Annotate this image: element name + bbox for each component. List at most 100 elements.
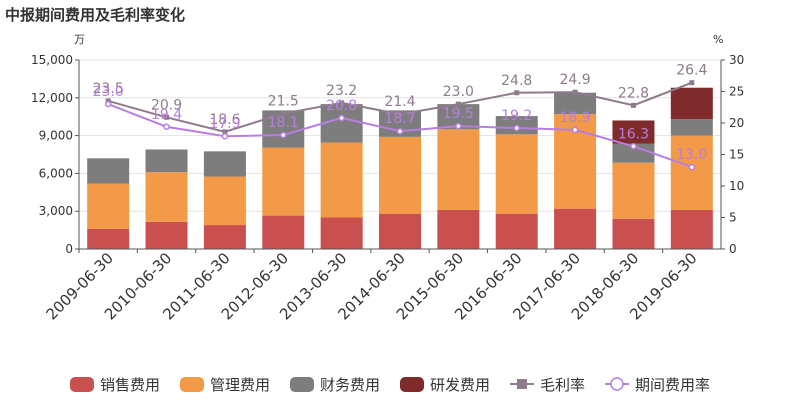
bar-销售费用 [495,213,538,249]
data-label-期间费用率: 13.0 [676,147,707,163]
lines [104,80,696,171]
legend-swatch-财务费用 [290,377,314,392]
bar-管理费用 [145,172,188,222]
right-axis-tick-label: 30 [729,53,744,67]
left-axis-tick-label: 9,000 [39,129,73,143]
data-label-期间费用率: 23.0 [93,84,124,100]
legend-swatch-销售费用 [70,377,94,392]
legend-swatch-管理费用 [180,377,204,392]
point-期间费用率 [630,143,637,150]
data-label-期间费用率: 20.8 [326,98,357,114]
chart-title: 中报期间费用及毛利率变化 [5,6,185,24]
left-axis-unit: 万 [74,33,85,46]
bar-销售费用 [437,209,480,249]
bar-管理费用 [379,136,421,214]
left-axis-tick-label: 0 [65,242,73,256]
legend: 销售费用 管理费用 财务费用 研发费用 毛利率 期间费用率 [70,376,710,394]
bar-财务费用 [145,149,188,173]
bar-管理费用 [437,129,480,210]
data-label-毛利率: 18.6 [209,112,240,128]
right-axis-tick-label: 20 [729,116,744,130]
data-label-毛利率: 22.8 [618,85,649,101]
point-期间费用率 [455,122,462,130]
bar-销售费用 [203,225,246,249]
bar-销售费用 [379,213,421,249]
data-label-毛利率: 20.9 [151,97,182,113]
point-期间费用率 [396,127,404,135]
data-labels: 23.5 20.9 18.6 21.5 23.2 21.4 23.0 24.8 24.9 22.8… [93,63,708,163]
point-期间费用率 [163,123,170,131]
legend-label: 销售费用 [100,376,160,394]
legend-marker-期间费用率 [610,377,624,391]
right-axis-tick-label: 15 [729,148,744,162]
left-axis-tick-label: 15,000 [31,53,73,67]
point-毛利率 [514,90,520,96]
bar-财务费用 [670,119,713,136]
data-label-期间费用率: 19.5 [443,106,474,122]
point-期间费用率 [571,126,579,134]
bar-管理费用 [320,142,363,218]
data-label-期间费用率: 18.9 [560,110,591,126]
bar-管理费用 [495,134,538,214]
left-axis-tick-label: 3,000 [39,204,73,218]
data-label-毛利率: 23.0 [443,84,474,100]
bar-销售费用 [612,218,655,249]
right-axis-tick-label: 25 [729,85,744,99]
legend-label: 毛利率 [540,376,585,394]
right-axis-tick-label: 10 [729,179,744,193]
left-axis-tick-label: 6,000 [39,166,73,180]
bar-管理费用 [203,176,246,226]
bar-销售费用 [145,221,188,249]
point-毛利率 [222,129,228,135]
bar-研发费用 [612,120,655,144]
point-毛利率 [280,111,286,117]
legend-marker-毛利率 [517,379,527,389]
data-label-毛利率: 24.8 [501,73,532,89]
legend-label: 研发费用 [430,376,490,394]
data-label-期间费用率: 19.2 [501,108,532,124]
bar-销售费用 [554,208,597,249]
bar-销售费用 [87,228,130,249]
bar-销售费用 [320,217,363,249]
point-毛利率 [397,111,403,117]
bar-管理费用 [262,147,305,216]
bar-财务费用 [203,151,246,177]
bar-管理费用 [670,135,713,210]
right-axis-unit: % [713,33,723,46]
bar-销售费用 [262,215,305,249]
data-label-期间费用率: 19.4 [151,107,182,123]
data-label-毛利率: 21.5 [268,94,299,110]
data-label-期间费用率: 18.1 [268,115,299,131]
point-期间费用率 [104,100,112,108]
data-label-期间费用率: 18.7 [384,111,415,127]
bar-财务费用 [87,158,130,184]
bar-财务费用 [554,92,597,115]
legend-label: 期间费用率 [635,376,710,394]
point-毛利率 [630,102,636,108]
data-label-毛利率: 24.9 [560,72,591,88]
data-label-毛利率: 23.2 [326,83,357,99]
point-期间费用率 [221,132,229,140]
point-期间费用率 [280,131,287,139]
right-axis-tick-label: 0 [729,242,737,256]
left-axis-tick-label: 12,000 [31,91,73,105]
point-期间费用率 [688,163,696,171]
legend-label: 财务费用 [320,376,380,394]
data-label-毛利率: 26.4 [676,63,707,79]
bar-销售费用 [670,209,713,249]
data-label-期间费用率: 16.3 [618,126,649,142]
legend-label: 管理费用 [210,376,270,394]
point-毛利率 [455,101,461,107]
bar-财务费用 [320,104,363,143]
data-label-毛利率: 21.4 [384,94,415,110]
bar-管理费用 [612,162,655,219]
legend-swatch-研发费用 [400,377,424,392]
data-label-毛利率: 23.5 [93,81,124,97]
bars [87,87,713,249]
bar-财务费用 [612,143,655,163]
bar-财务费用 [262,110,305,148]
bar-研发费用 [670,87,713,120]
point-毛利率 [572,89,578,95]
